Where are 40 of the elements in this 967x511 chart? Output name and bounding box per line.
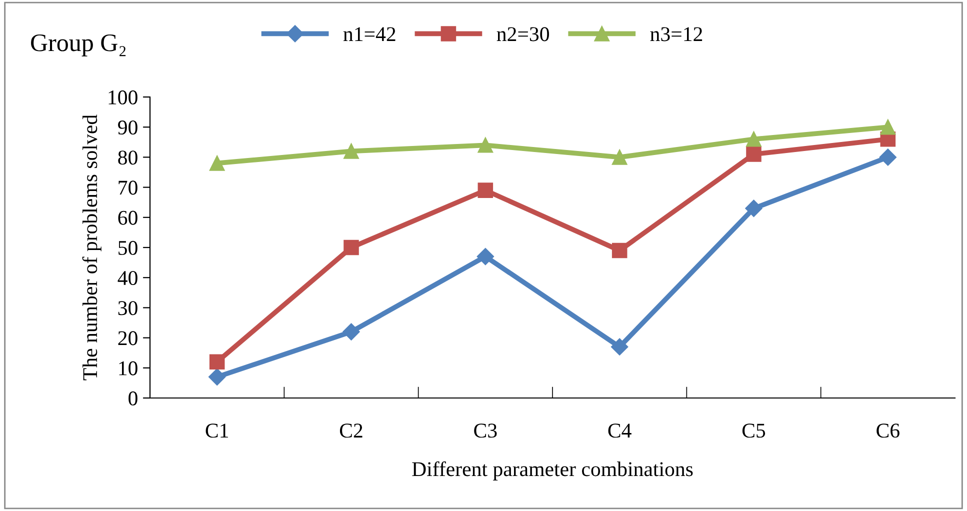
legend-label: n1=42 <box>343 27 396 41</box>
y-tick-label: 100 <box>108 90 138 104</box>
chart-title: Group G₂ <box>31 34 126 56</box>
y-tick-label: 0 <box>128 391 138 406</box>
x-axis-title: Different parameter combinations <box>412 461 693 480</box>
x-tick-label: C4 <box>608 424 632 438</box>
point <box>612 242 628 258</box>
point <box>880 119 896 135</box>
y-tick-label: 20 <box>118 331 138 346</box>
point <box>209 156 225 171</box>
x-tick-label: C1 <box>206 424 228 438</box>
y-tick-label: 50 <box>118 240 138 255</box>
point <box>746 146 762 162</box>
x-tick-label: C5 <box>742 424 766 438</box>
y-tick-label: 30 <box>118 301 138 316</box>
point <box>746 132 762 147</box>
point <box>344 240 359 256</box>
y-axis-title: The number of problems solved <box>82 114 102 380</box>
y-tick-label: 80 <box>118 150 138 165</box>
legend-label: n2=30 <box>496 27 549 42</box>
point <box>342 323 360 340</box>
y-tick-label: 40 <box>118 270 138 286</box>
point <box>344 144 359 159</box>
y-tick-label: 70 <box>118 180 138 195</box>
point <box>208 368 226 386</box>
x-tick-label: C2 <box>340 424 362 438</box>
point <box>478 182 494 198</box>
y-tick-label: 60 <box>118 210 138 225</box>
point <box>209 354 225 370</box>
point <box>478 138 494 153</box>
point <box>612 150 628 165</box>
point <box>879 148 896 166</box>
x-tick-label: C6 <box>876 424 900 438</box>
legend-label: n3=12 <box>650 27 702 42</box>
y-tick-label: 10 <box>119 361 138 376</box>
x-tick-label: C3 <box>474 424 497 438</box>
y-tick-label: 90 <box>118 120 138 135</box>
point <box>476 248 494 266</box>
point <box>611 338 628 356</box>
point <box>745 200 762 217</box>
